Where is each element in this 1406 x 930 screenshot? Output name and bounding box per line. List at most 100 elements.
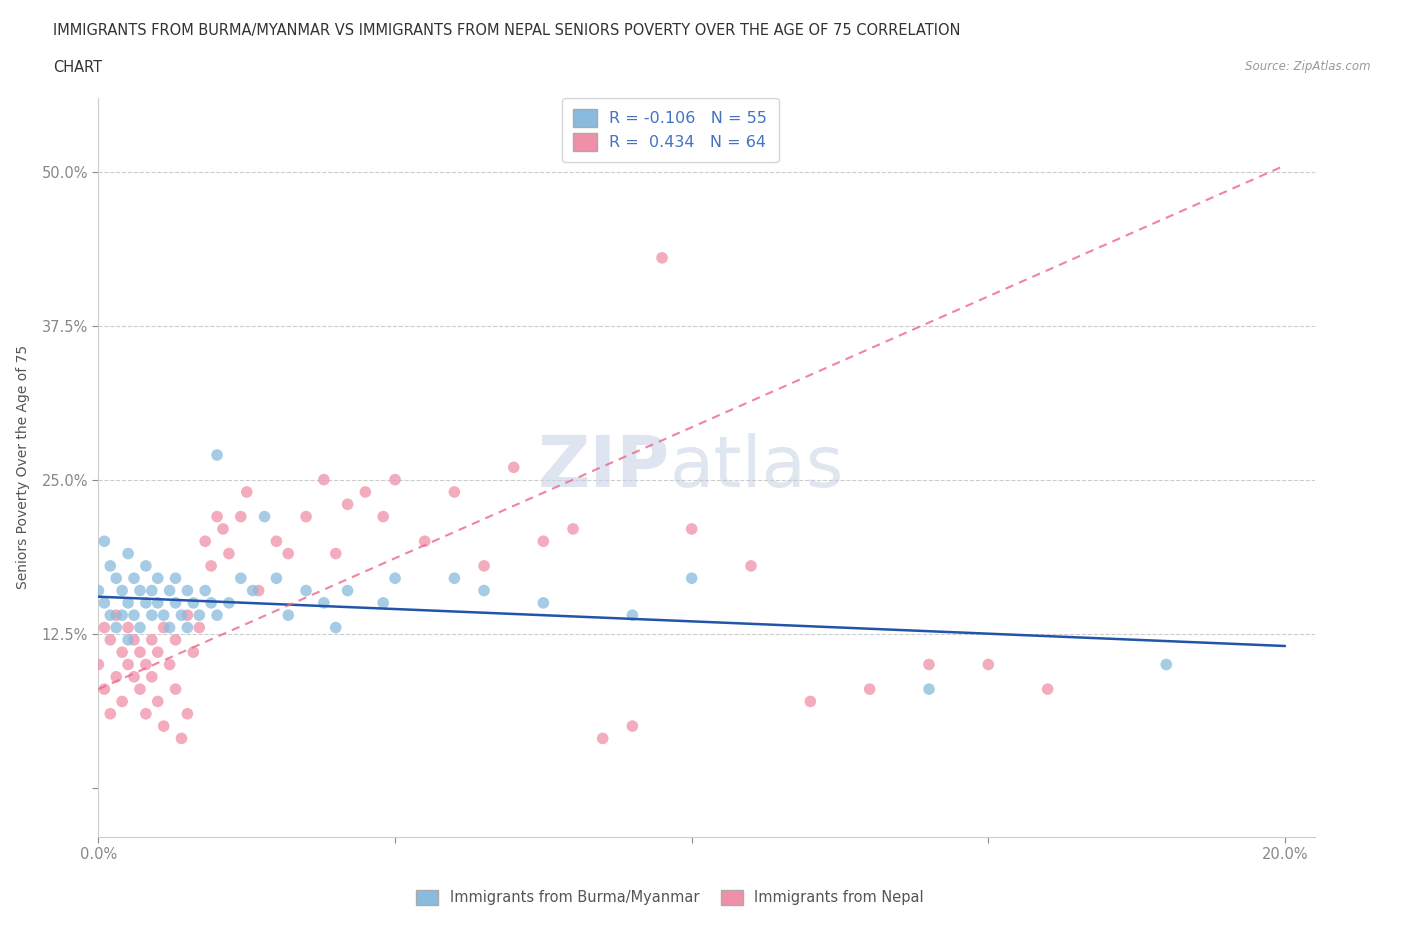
Point: [200, 595, 222, 610]
Point: [141, 583, 163, 598]
Point: [176, 608, 198, 623]
Point: [336, 583, 359, 598]
Point: [621, 608, 644, 623]
Point: [105, 670, 128, 684]
Point: [183, 595, 205, 610]
Point: [105, 608, 128, 623]
Point: [443, 485, 465, 499]
Point: [122, 670, 145, 684]
Point: [98, 632, 121, 647]
Point: [141, 670, 163, 684]
Point: [122, 571, 145, 586]
Point: [472, 558, 495, 573]
Point: [740, 558, 762, 573]
Point: [384, 472, 406, 487]
Point: [135, 595, 157, 610]
Point: [229, 571, 252, 586]
Point: [170, 731, 193, 746]
Point: [413, 534, 436, 549]
Point: [194, 583, 217, 598]
Point: [188, 608, 211, 623]
Point: [502, 460, 524, 474]
Point: [135, 558, 157, 573]
Point: [651, 250, 673, 265]
Point: [918, 682, 941, 697]
Point: [129, 620, 152, 635]
Point: [141, 632, 163, 647]
Point: [176, 583, 198, 598]
Point: [93, 682, 115, 697]
Text: IMMIGRANTS FROM BURMA/MYANMAR VS IMMIGRANTS FROM NEPAL SENIORS POVERTY OVER THE : IMMIGRANTS FROM BURMA/MYANMAR VS IMMIGRA…: [53, 23, 960, 38]
Point: [354, 485, 377, 499]
Point: [146, 571, 169, 586]
Point: [111, 608, 134, 623]
Point: [146, 595, 169, 610]
Point: [122, 608, 145, 623]
Y-axis label: Seniors Poverty Over the Age of 75: Seniors Poverty Over the Age of 75: [17, 345, 31, 590]
Point: [247, 583, 270, 598]
Point: [443, 571, 465, 586]
Point: [384, 571, 406, 586]
Point: [129, 644, 152, 659]
Point: [188, 620, 211, 635]
Point: [621, 719, 644, 734]
Point: [373, 510, 395, 525]
Point: [200, 558, 222, 573]
Point: [205, 608, 228, 623]
Point: [592, 731, 614, 746]
Legend: Immigrants from Burma/Myanmar, Immigrants from Nepal: Immigrants from Burma/Myanmar, Immigrant…: [411, 884, 929, 911]
Text: atlas: atlas: [671, 432, 845, 502]
Point: [93, 595, 115, 610]
Point: [977, 657, 1000, 671]
Point: [117, 632, 139, 647]
Point: [176, 620, 198, 635]
Point: [117, 620, 139, 635]
Point: [212, 522, 235, 537]
Point: [122, 632, 145, 647]
Point: [87, 657, 110, 671]
Point: [229, 510, 252, 525]
Point: [205, 447, 228, 462]
Point: [295, 510, 318, 525]
Point: [312, 472, 335, 487]
Point: [242, 583, 264, 598]
Point: [325, 546, 347, 561]
Point: [562, 522, 585, 537]
Point: [117, 657, 139, 671]
Point: [105, 571, 128, 586]
Point: [165, 571, 187, 586]
Point: [152, 620, 174, 635]
Point: [918, 657, 941, 671]
Point: [295, 583, 318, 598]
Point: [165, 682, 187, 697]
Point: [277, 546, 299, 561]
Point: [135, 707, 157, 722]
Point: [129, 583, 152, 598]
Text: ZIP: ZIP: [537, 432, 671, 502]
Point: [93, 620, 115, 635]
Point: [253, 510, 276, 525]
Point: [98, 608, 121, 623]
Point: [859, 682, 882, 697]
Point: [194, 534, 217, 549]
Point: [165, 632, 187, 647]
Point: [146, 694, 169, 709]
Point: [141, 608, 163, 623]
Point: [98, 558, 121, 573]
Point: [277, 608, 299, 623]
Point: [117, 546, 139, 561]
Point: [129, 682, 152, 697]
Point: [183, 644, 205, 659]
Point: [205, 510, 228, 525]
Point: [218, 546, 240, 561]
Point: [681, 571, 703, 586]
Point: [235, 485, 257, 499]
Point: [98, 707, 121, 722]
Point: [152, 608, 174, 623]
Point: [87, 583, 110, 598]
Point: [111, 583, 134, 598]
Point: [1156, 657, 1178, 671]
Point: [531, 534, 554, 549]
Point: [373, 595, 395, 610]
Text: CHART: CHART: [53, 60, 103, 75]
